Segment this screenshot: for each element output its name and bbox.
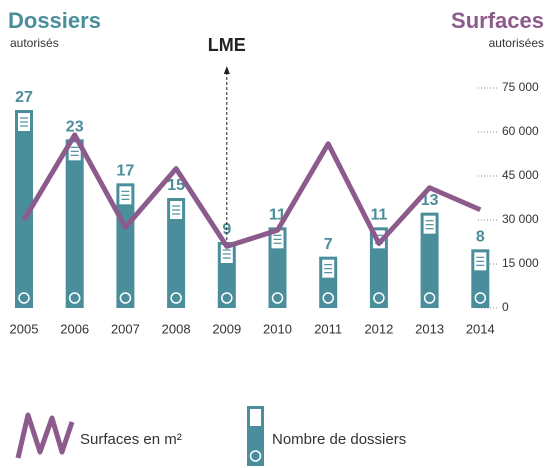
data-label: 23 (66, 119, 84, 136)
x-tick-label: 2013 (415, 321, 444, 336)
bar (167, 198, 186, 308)
y2-axis-title: Surfaces (451, 8, 544, 33)
y2-tick-label: 30 000 (502, 212, 539, 226)
x-tick-label: 2007 (111, 321, 140, 336)
x-tick-label: 2008 (162, 321, 191, 336)
bar-ring (322, 292, 334, 304)
y2-tick-label: 15 000 (502, 256, 539, 270)
bar-ring (373, 292, 385, 304)
x-tick-label: 2010 (263, 321, 292, 336)
bar-ring (271, 292, 284, 304)
legend-swatch (15, 412, 75, 459)
data-label: 11 (370, 207, 387, 224)
y-axis-title: Dossiers (8, 8, 101, 33)
bar-ring (170, 292, 182, 304)
data-label: 27 (15, 89, 33, 106)
bar (15, 110, 33, 308)
y2-tick-label: 0 (502, 300, 509, 314)
legend-swatch-ring (249, 450, 262, 462)
annotation-arrowhead (223, 66, 230, 74)
bar-ring (221, 292, 233, 304)
x-tick-label: 2006 (60, 321, 89, 336)
y2-tick-label: 60 000 (502, 124, 539, 138)
x-tick-label: 2011 (314, 321, 342, 336)
bar (420, 212, 439, 308)
legend-label: Surfaces en m² (80, 431, 182, 448)
bar-ring (119, 292, 132, 304)
data-label: 15 (167, 177, 185, 194)
legend-swatch-box (250, 409, 261, 426)
y2-tick-label: 45 000 (502, 168, 539, 182)
y2-axis-subtitle: autorisées (489, 36, 544, 50)
bar-ring (68, 292, 81, 304)
y2-tick-label: 75 000 (502, 80, 539, 94)
x-tick-label: 2012 (364, 321, 393, 336)
x-tick-label: 2009 (212, 321, 241, 336)
annotation: LME (208, 35, 246, 55)
legend-label: Nombre de dossiers (272, 431, 406, 448)
y-axis-subtitle: autorisés (10, 36, 59, 50)
line (21, 132, 482, 249)
bar-ring (18, 292, 30, 304)
data-label: 17 (117, 163, 135, 180)
data-label: 7 (324, 236, 333, 253)
x-tick-label: 2014 (466, 321, 495, 336)
bar-ring (423, 292, 436, 304)
data-label: 8 (476, 229, 485, 246)
bar-ring (474, 292, 487, 304)
x-tick-label: 2005 (10, 321, 39, 336)
bar (65, 139, 84, 308)
